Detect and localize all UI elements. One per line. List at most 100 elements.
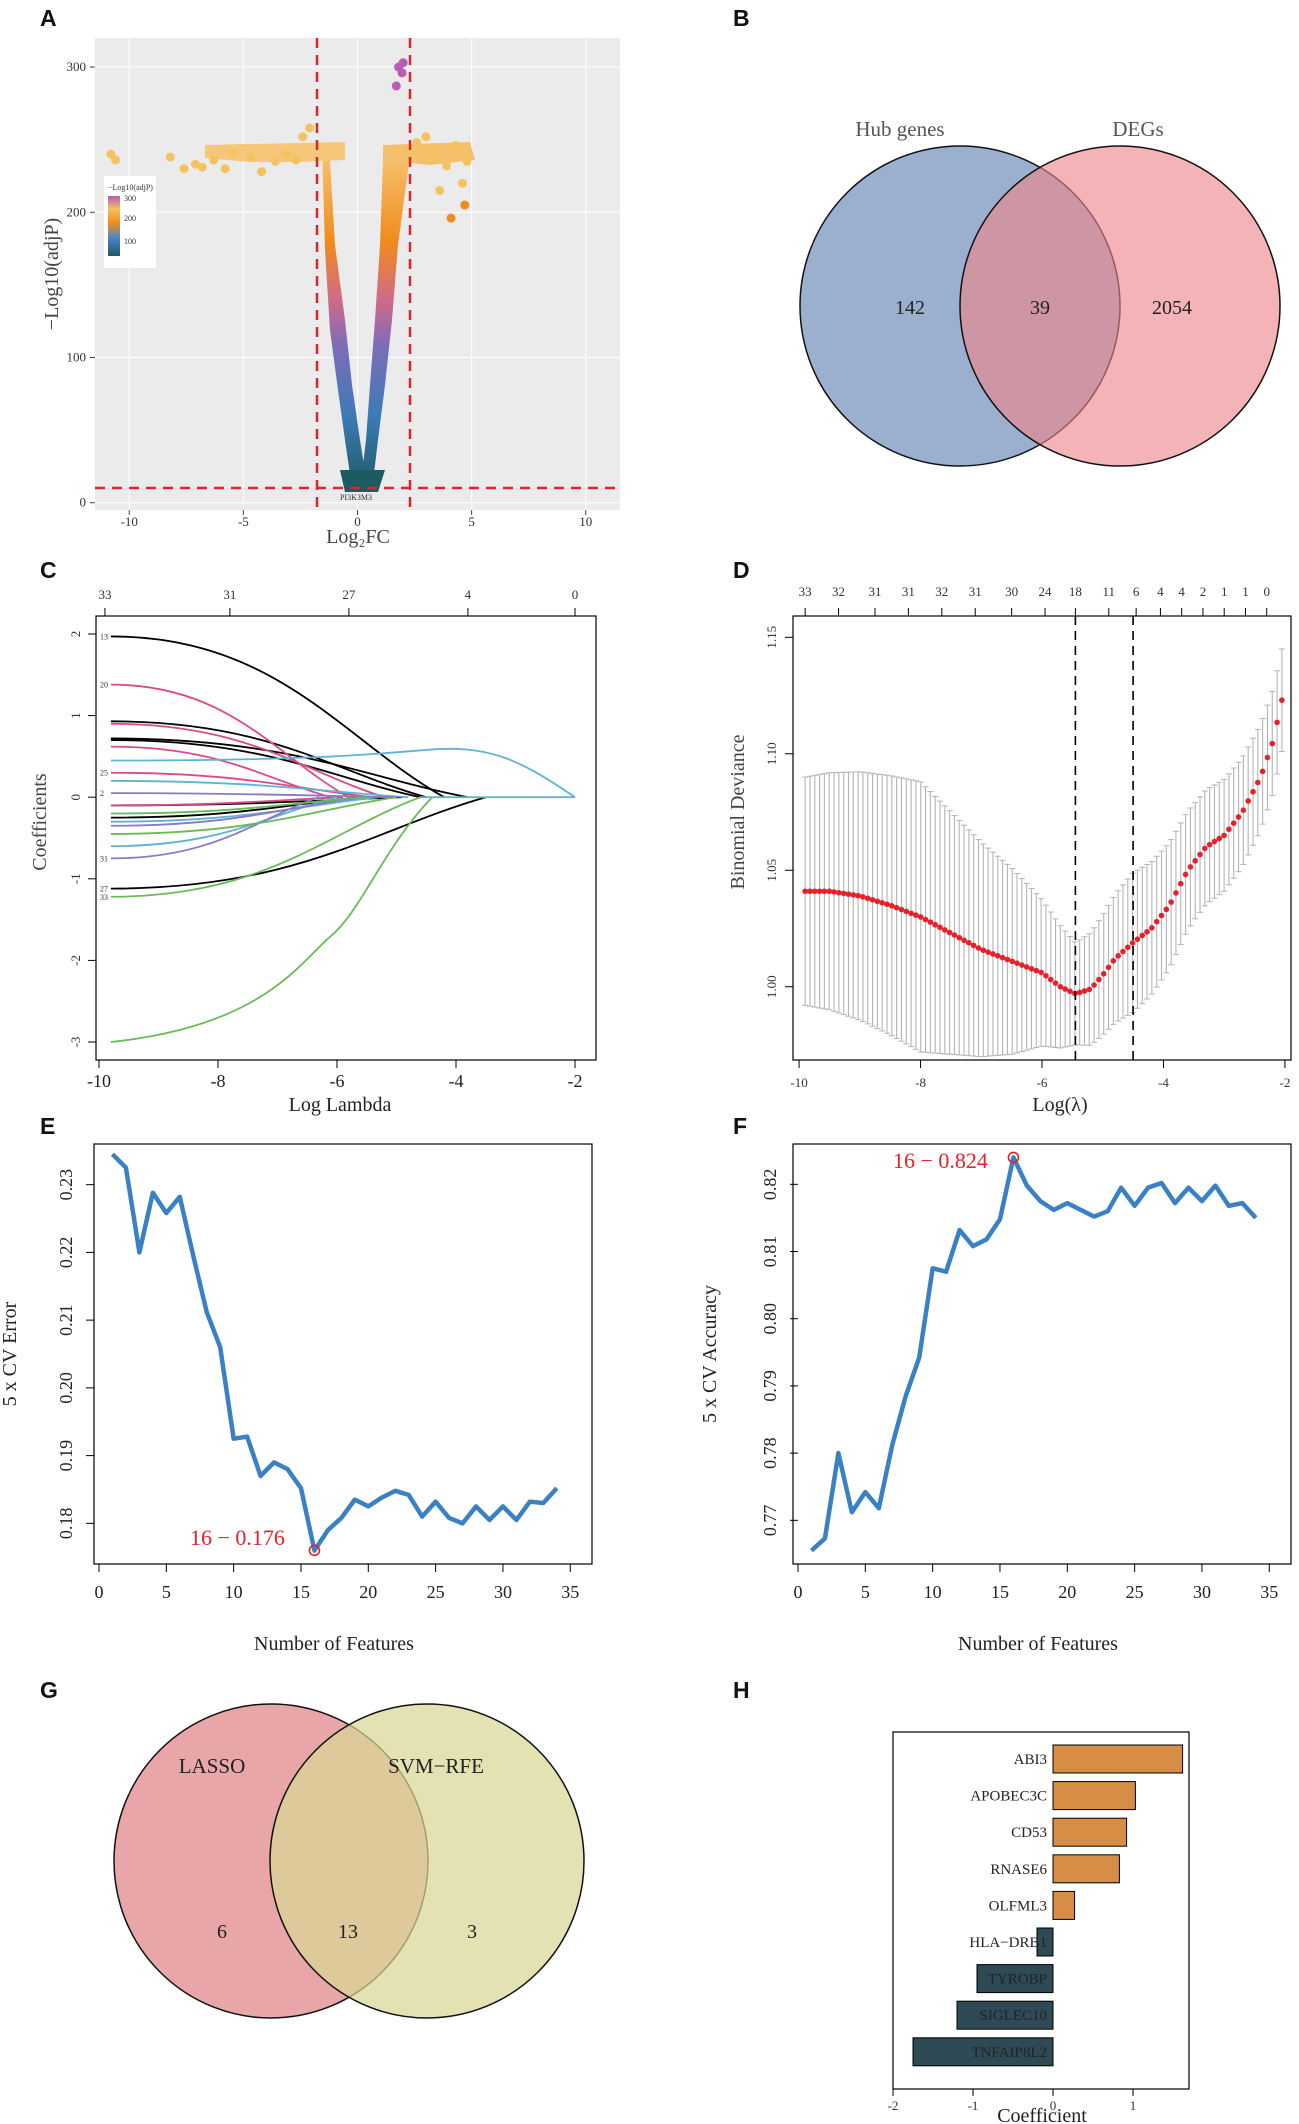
volcano-gridlines xyxy=(95,38,620,510)
volcano-point xyxy=(209,155,219,165)
cv-accuracy-y-tick-label: 0.79 xyxy=(760,1370,780,1402)
venn-count-intersection: 39 xyxy=(1030,297,1050,319)
cv-accuracy-y-tick-label: 0.82 xyxy=(760,1169,780,1201)
lasso-coefficient-path xyxy=(110,796,361,827)
lasso-x-tick-label: -2 xyxy=(568,1071,583,1091)
cv-accuracy-x-tick-label: 5 xyxy=(861,1582,870,1602)
deviance-point xyxy=(1240,807,1247,814)
lasso-coefficient-path xyxy=(110,796,433,1043)
cv-accuracy-x-tick-label: 10 xyxy=(924,1582,942,1602)
volcano-point xyxy=(229,148,239,158)
deviance-point xyxy=(898,906,905,913)
deviance-point xyxy=(1153,918,1160,925)
lasso-y-tick-label: -2 xyxy=(68,955,83,966)
lasso-top-tick-label: 27 xyxy=(342,587,356,602)
deviance-point xyxy=(811,888,818,895)
lasso-x-tick-label: -8 xyxy=(211,1071,226,1091)
deviance-point xyxy=(1014,960,1020,967)
cv-error-y-tick-label: 0.18 xyxy=(56,1508,76,1540)
lasso-coefficient-path xyxy=(110,745,332,799)
deviance-top-tick-label: 32 xyxy=(935,584,948,599)
venn-count-lasso-only: 6 xyxy=(217,1921,227,1943)
cv-error-plot-frame xyxy=(93,1143,593,1565)
deviance-top-tick-label: 18 xyxy=(1069,584,1082,599)
deviance-point xyxy=(932,921,938,928)
cv-error-x-tick-label: 15 xyxy=(292,1582,310,1602)
deviance-top-tick-label: 4 xyxy=(1178,584,1185,599)
lasso-x-tick-label: -4 xyxy=(449,1071,464,1091)
venn-set-svm-rfe xyxy=(269,1703,585,2019)
volcano-right-arm xyxy=(360,145,440,490)
volcano-point xyxy=(458,178,467,188)
lasso-path-label: 31 xyxy=(100,854,108,863)
lasso-cv-deviance: -10 -8 -6 -4 -2 1.00 1.05 1.10 1.15 33 32 31 31 32 31 3… xyxy=(727,584,1292,1116)
volcano-point xyxy=(165,152,175,162)
deviance-y-tick-label: 1.00 xyxy=(764,975,779,998)
deviance-point xyxy=(980,947,987,954)
deviance-point xyxy=(836,889,842,896)
deviance-point xyxy=(1182,871,1189,878)
lasso-coefficient-path xyxy=(110,796,367,815)
deviance-point xyxy=(1187,864,1194,870)
deviance-point xyxy=(1120,948,1126,955)
deviance-top-tick-label: 30 xyxy=(1005,584,1018,599)
deviance-point xyxy=(1211,838,1218,845)
deviance-point xyxy=(831,889,837,895)
deviance-point xyxy=(966,940,972,946)
deviance-top-tick-label: 1 xyxy=(1221,584,1228,599)
deviance-y-tick-label: 1.05 xyxy=(764,859,779,882)
venn-count-degs-only: 2054 xyxy=(1152,297,1192,319)
volcano-outlier-points xyxy=(106,58,472,223)
deviance-point xyxy=(903,908,910,915)
volcano-point xyxy=(435,185,445,195)
deviance-point xyxy=(1139,932,1146,939)
cv-accuracy-y-tick-label: 0.78 xyxy=(760,1437,780,1469)
volcano-x-axis-title: Log₂FC xyxy=(326,526,390,548)
deviance-point xyxy=(1043,972,1049,979)
deviance-point xyxy=(1033,967,1040,974)
cv-error-x-tick-label: 0 xyxy=(95,1582,104,1602)
deviance-point xyxy=(1279,697,1285,703)
deviance-point xyxy=(994,953,1001,959)
deviance-point xyxy=(1134,936,1141,942)
cv-accuracy-line xyxy=(809,1155,1258,1553)
coefficient-bar xyxy=(1052,1744,1184,1774)
coefficient-bar xyxy=(1036,1927,1054,1957)
deviance-point xyxy=(951,932,958,938)
venn-label-hub-genes: Hub genes xyxy=(855,117,944,141)
volcano-point xyxy=(245,152,255,162)
coefficient-bar xyxy=(956,2000,1054,2030)
cv-accuracy-x-tick-label: 15 xyxy=(991,1582,1009,1602)
deviance-point xyxy=(1124,944,1131,951)
lasso-x-tick-label: -6 xyxy=(330,1071,345,1091)
lasso-y-tick-label: 0 xyxy=(68,794,83,801)
coefficient-bar-label: OLFML3 xyxy=(989,1898,1047,1914)
cv-error-x-tick-label: 25 xyxy=(427,1582,445,1602)
deviance-top-tick-label: 31 xyxy=(902,584,915,599)
deviance-point xyxy=(941,927,948,933)
coefficient-x-tick-label: 0 xyxy=(1050,2098,1057,2113)
volcano-legend-title: −Log10(adjP) xyxy=(108,183,153,192)
volcano-left-arm xyxy=(300,145,368,490)
deviance-point xyxy=(1067,988,1073,995)
svm-cv-accuracy: 0 5 10 15 20 25 30 35 0.77 0.78 0.79 0.80 0.81 0.82 N… xyxy=(699,1143,1292,1655)
cv-error-line xyxy=(110,1152,559,1553)
deviance-point xyxy=(1115,953,1121,959)
deviance-point xyxy=(1096,976,1102,983)
deviance-top-tick-label: 4 xyxy=(1157,584,1164,599)
lasso-coefficient-path xyxy=(110,796,421,898)
lasso-path-label: 13 xyxy=(100,632,108,641)
cv-error-y-tick-label: 0.19 xyxy=(56,1440,76,1472)
deviance-point xyxy=(1052,980,1059,986)
volcano-legend-tick: 300 xyxy=(124,194,136,203)
volcano-y-axis-title: −Log10(adjP) xyxy=(41,218,63,330)
cv-accuracy-x-tick-label: 25 xyxy=(1126,1582,1144,1602)
deviance-point xyxy=(922,916,929,923)
deviance-x-tick-label: -6 xyxy=(1037,1075,1048,1090)
deviance-point xyxy=(1047,976,1054,983)
volcano-point xyxy=(460,200,470,210)
deviance-point xyxy=(1235,814,1242,820)
volcano-x-tick-label: 0 xyxy=(354,514,361,529)
coefficient-bars: ABI3 APOBEC3C CD53 RNASE6 OLFML3 HLA−DRB1 TYRO… xyxy=(912,1744,1184,2067)
